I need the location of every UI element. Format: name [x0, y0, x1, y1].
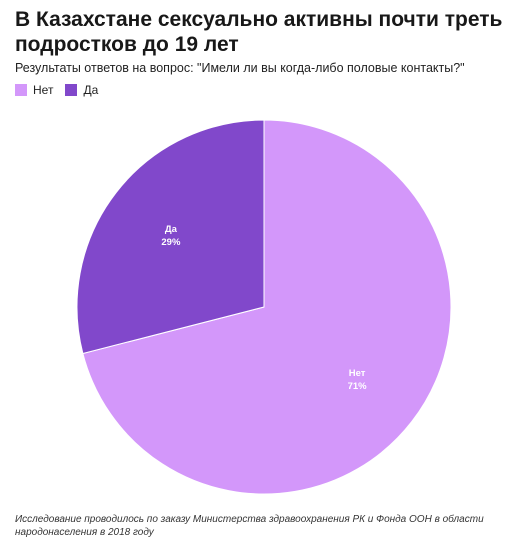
legend-swatch-net: [15, 84, 27, 96]
slice-label-da: Да: [165, 224, 178, 235]
chart-title: В Казахстане сексуально активны почти тр…: [15, 8, 503, 56]
pie-slice-net[interactable]: [82, 119, 452, 495]
legend-item-da[interactable]: Да: [65, 83, 98, 97]
slice-label-net: Нет: [349, 368, 366, 379]
chart-subtitle: Результаты ответов на вопрос: "Имели ли …: [15, 61, 465, 75]
legend-swatch-da: [65, 84, 78, 96]
slice-value-label-da: 29%: [161, 237, 181, 248]
source-note: Исследование проводилось по заказу Минис…: [15, 514, 484, 538]
legend: Нет Да: [15, 83, 110, 97]
legend-label-da: Да: [83, 83, 99, 97]
legend-item-net[interactable]: Нет: [15, 83, 53, 97]
pie-slice-da[interactable]: [76, 119, 265, 355]
legend-label-net: Нет: [33, 83, 54, 97]
slice-value-label-net: 71%: [348, 381, 368, 392]
